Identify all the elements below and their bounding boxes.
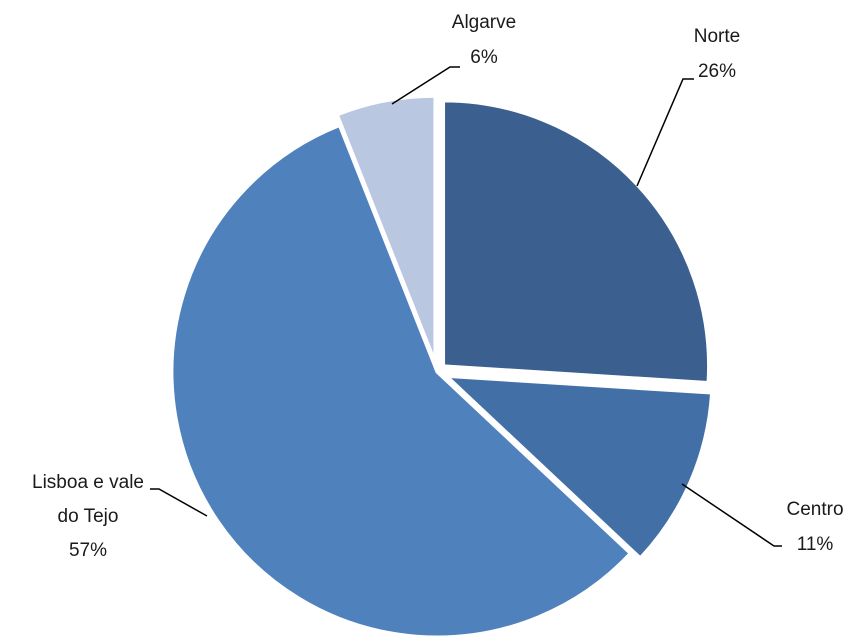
slice-label-lisboa-2: do Tejo — [58, 506, 119, 527]
slice-value-lisboa: 57% — [69, 540, 107, 561]
slice-name-lisboa-line2: do Tejo — [58, 506, 119, 527]
pie-slice-centro — [443, 374, 714, 560]
slice-value-norte: 26% — [698, 61, 736, 82]
slice-value-centro: 11% — [797, 534, 834, 555]
slice-name-lisboa-line1: Lisboa e vale — [32, 472, 144, 493]
leader-line-lisboa — [150, 488, 208, 517]
pie-slice-norte — [442, 99, 711, 385]
pie-slices — [170, 94, 714, 639]
leader-line-centro — [681, 483, 782, 547]
slice-label-norte: Norte — [694, 26, 740, 47]
pie-slice-lisboa — [170, 123, 633, 639]
slice-name-algarve: Algarve — [452, 12, 516, 33]
slice-value-algarve: 6% — [470, 47, 498, 68]
slice-name-centro: Centro — [786, 499, 843, 520]
slice-name-norte: Norte — [694, 26, 740, 47]
slice-label-algarve: Algarve — [452, 12, 516, 33]
slice-label-lisboa: Lisboa e vale — [32, 472, 144, 493]
leader-line-algarve — [391, 66, 460, 105]
leader-line-norte — [636, 78, 694, 187]
pie-slice-algarve — [335, 94, 437, 362]
leader-lines — [150, 66, 782, 547]
slice-label-centro: Centro — [786, 499, 843, 520]
